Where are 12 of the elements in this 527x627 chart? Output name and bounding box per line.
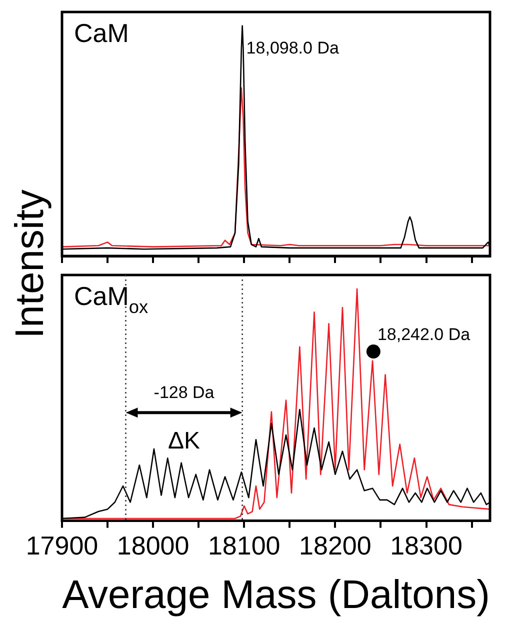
y-axis-title: Intensity <box>7 188 53 340</box>
annotation: ΔK <box>168 427 200 454</box>
x-axis-title: Average Mass (Daltons) <box>62 573 490 618</box>
annotation: 18,098.0 Da <box>246 38 340 58</box>
x-tick-label: 18100 <box>208 530 280 561</box>
annotation: 18,242.0 Da <box>377 324 471 344</box>
x-tick-label: 18000 <box>116 530 190 561</box>
annotation: CaM <box>74 18 129 48</box>
annotation: -128 Da <box>154 382 215 402</box>
x-tick-label: 18200 <box>299 530 372 561</box>
x-tick-label: 18300 <box>390 530 462 561</box>
x-tick-label: 17900 <box>26 530 98 561</box>
